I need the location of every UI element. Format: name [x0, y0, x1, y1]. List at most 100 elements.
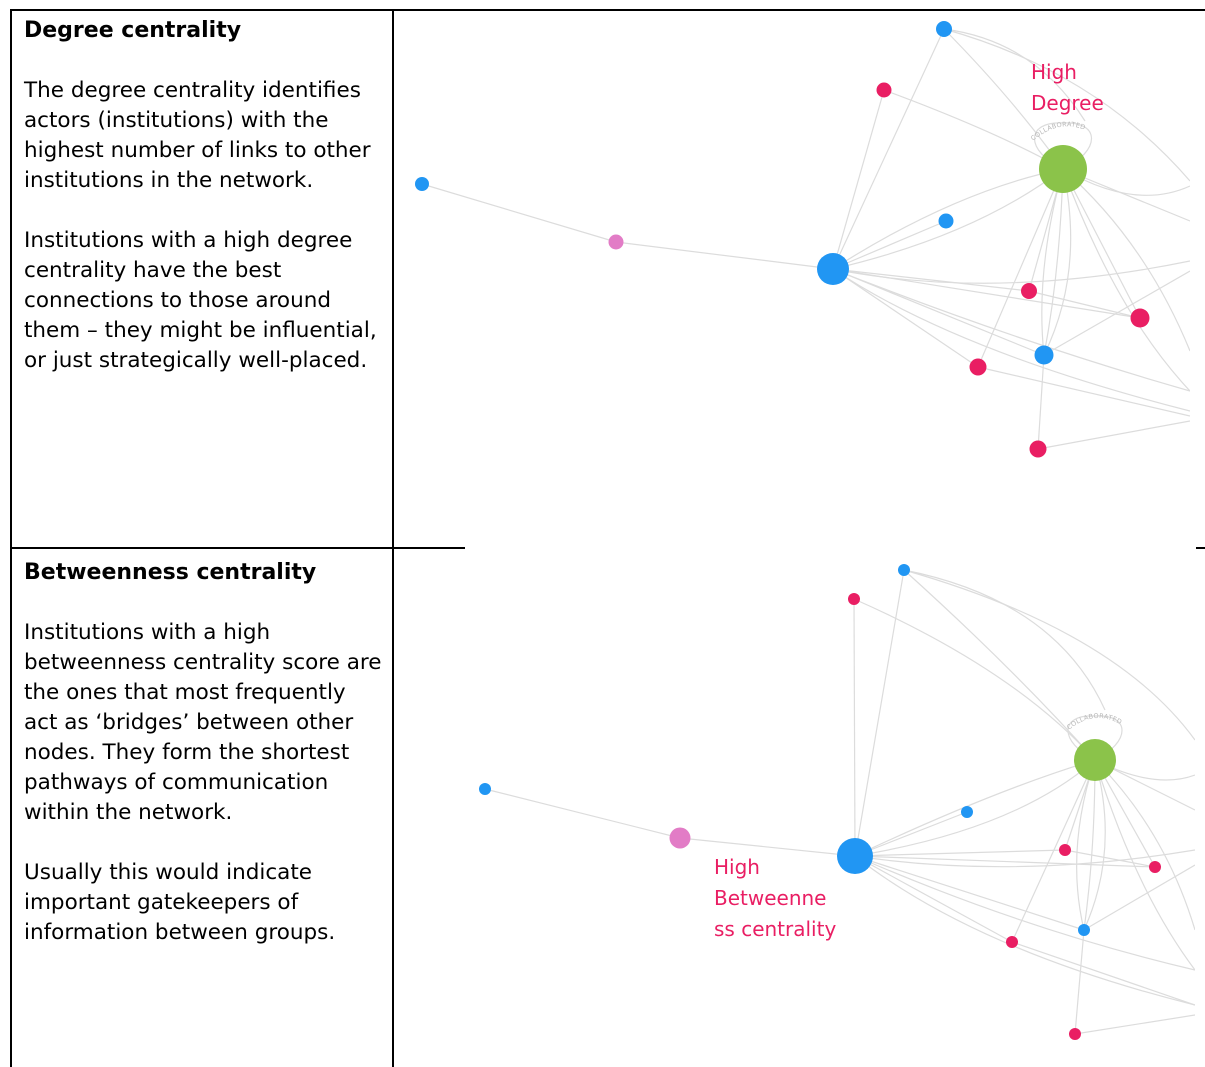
network-edge [903, 569, 1096, 761]
node-green [1074, 739, 1116, 781]
node-pink [608, 234, 624, 250]
network-edge [1062, 168, 1190, 392]
degree-centrality-text-cell: Degree centrality The degree centrality … [24, 16, 384, 376]
network-edge [903, 569, 1106, 711]
node-crimson [1059, 844, 1071, 856]
network-edge [1011, 759, 1096, 943]
network-edge [977, 366, 1190, 417]
betweenness-edges [484, 569, 1195, 1035]
network-edge [615, 241, 834, 270]
network-edge [854, 849, 1195, 868]
network-edge [854, 855, 1085, 931]
network-edge [1062, 168, 1190, 352]
network-edge [832, 28, 945, 270]
node-blue-large [817, 253, 849, 285]
betweenness-centrality-title: Betweenness centrality [24, 560, 317, 585]
node-blue [898, 564, 910, 576]
betweenness-nodes [479, 564, 1161, 1040]
degree-network-graph: COLLABORATED High Degree [395, 11, 1190, 547]
node-crimson [1149, 861, 1161, 873]
network-edge [1094, 759, 1195, 931]
network-edge [854, 855, 1013, 943]
network-edge [1083, 759, 1096, 931]
betweenness-centrality-interpretation: Usually this would indicate important ga… [24, 860, 336, 945]
network-edge [854, 759, 1096, 857]
network-edge [832, 268, 1190, 392]
network-edge [854, 569, 905, 857]
node-crimson [969, 358, 987, 376]
network-edge [1037, 354, 1045, 450]
network-edge [484, 788, 681, 839]
network-edge [1011, 941, 1195, 1006]
network-edge [1064, 849, 1156, 868]
betweenness-centrality-text-cell: Betweenness centrality Institutions with… [24, 558, 384, 948]
high-betweenness-annotation: High Betweenne ss centrality [714, 855, 836, 941]
node-blue [415, 177, 429, 191]
degree-centrality-definition: The degree centrality identifies actors … [24, 78, 371, 193]
network-edge [832, 268, 1190, 412]
network-edge [1067, 715, 1123, 761]
network-edge [854, 849, 1066, 857]
network-edge [832, 168, 1064, 270]
node-crimson [1021, 283, 1037, 299]
node-crimson [876, 82, 892, 98]
network-edge [977, 168, 1064, 368]
network-edge [679, 837, 856, 857]
network-edge [1094, 759, 1195, 971]
node-blue-large [837, 838, 873, 874]
network-edge [832, 168, 1064, 270]
node-crimson [1029, 440, 1047, 458]
network-edge [1037, 420, 1190, 450]
network-edge [854, 855, 1195, 971]
degree-centrality-title: Degree centrality [24, 18, 242, 43]
degree-centrality-interpretation: Institutions with a high degree centrali… [24, 228, 377, 373]
network-edge [1076, 759, 1096, 931]
network-edge [1043, 168, 1072, 356]
network-edge [832, 220, 947, 270]
node-crimson [1069, 1028, 1081, 1040]
network-edge [854, 855, 1195, 1006]
network-edge [1062, 168, 1141, 319]
network-edge [832, 89, 885, 270]
node-blue [961, 806, 973, 818]
network-edge [1083, 759, 1106, 931]
betweenness-network-svg: COLLABORATED High Betweenne ss centralit… [479, 564, 1195, 1040]
network-edge [903, 569, 1195, 741]
row-divider-left [10, 547, 465, 549]
node-pink-highest-betweenness [669, 827, 691, 849]
network-edge [853, 598, 1096, 761]
network-edge [1028, 290, 1141, 319]
network-edge [1034, 122, 1092, 170]
node-blue [479, 783, 491, 795]
edge-label: COLLABORATED [1029, 120, 1086, 142]
node-blue [936, 21, 952, 37]
network-edge [832, 268, 979, 368]
network-edge [1074, 929, 1085, 1035]
network-edge [421, 183, 617, 243]
network-edge [854, 855, 1156, 868]
network-edge [1083, 864, 1195, 931]
node-blue [938, 213, 954, 229]
node-blue [1034, 345, 1054, 365]
row-divider-right [1196, 547, 1205, 549]
network-edge [943, 28, 1190, 182]
network-edge [832, 268, 1030, 292]
column-divider [392, 9, 394, 1067]
betweenness-centrality-definition: Institutions with a high betweenness cen… [24, 620, 382, 825]
betweenness-network-graph: COLLABORATED High Betweenne ss centralit… [395, 550, 1195, 1067]
node-crimson [848, 593, 860, 605]
edge-label: COLLABORATED [1065, 712, 1123, 732]
network-edge [854, 759, 1096, 857]
network-edge [832, 260, 1190, 284]
table-top-border [10, 9, 1205, 11]
node-green-highest-degree [1039, 145, 1087, 193]
network-edge [1041, 168, 1064, 356]
network-edge [1043, 168, 1064, 356]
high-degree-annotation: High Degree [1031, 60, 1104, 115]
network-edge [943, 28, 1086, 122]
network-edge [1074, 1014, 1195, 1035]
network-edge [853, 598, 856, 857]
degree-nodes [415, 21, 1150, 458]
node-blue [1078, 924, 1090, 936]
node-crimson [1130, 308, 1150, 328]
